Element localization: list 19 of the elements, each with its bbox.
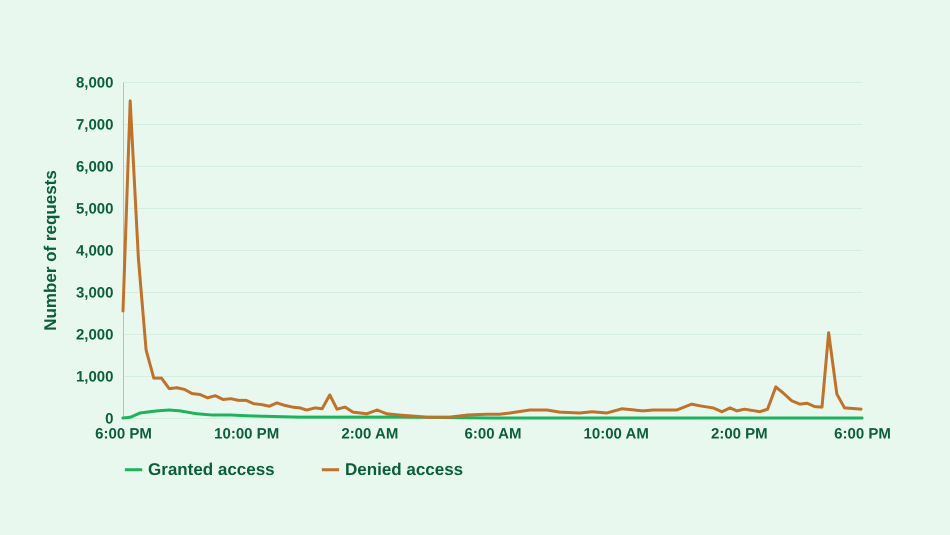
y-tick-label: 2,000 (76, 326, 114, 344)
x-tick-label: 2:00 PM (710, 426, 768, 442)
legend-label: Denied access (345, 460, 464, 479)
y-axis-title: Number of requests (40, 170, 60, 331)
x-tick-label: 6:00 PM (95, 426, 152, 442)
x-tick-label: 10:00 AM (584, 426, 649, 442)
y-tick-label: 7,000 (76, 116, 114, 134)
y-tick-label: 8,000 (76, 74, 114, 92)
legend-label: Granted access (148, 460, 275, 479)
x-tick-label: 2:00 AM (341, 426, 398, 442)
y-tick-label: 4,000 (76, 242, 114, 260)
y-tick-label: 1,000 (76, 368, 114, 386)
x-tick-label: 6:00 AM (464, 426, 522, 442)
x-tick-label: 6:00 PM (834, 426, 891, 442)
x-tick-label: 10:00 PM (214, 426, 280, 442)
y-tick-label: 5,000 (76, 200, 114, 218)
y-tick-label: 6,000 (76, 158, 114, 176)
y-tick-label: 0 (105, 410, 114, 428)
y-tick-label: 3,000 (76, 284, 114, 302)
